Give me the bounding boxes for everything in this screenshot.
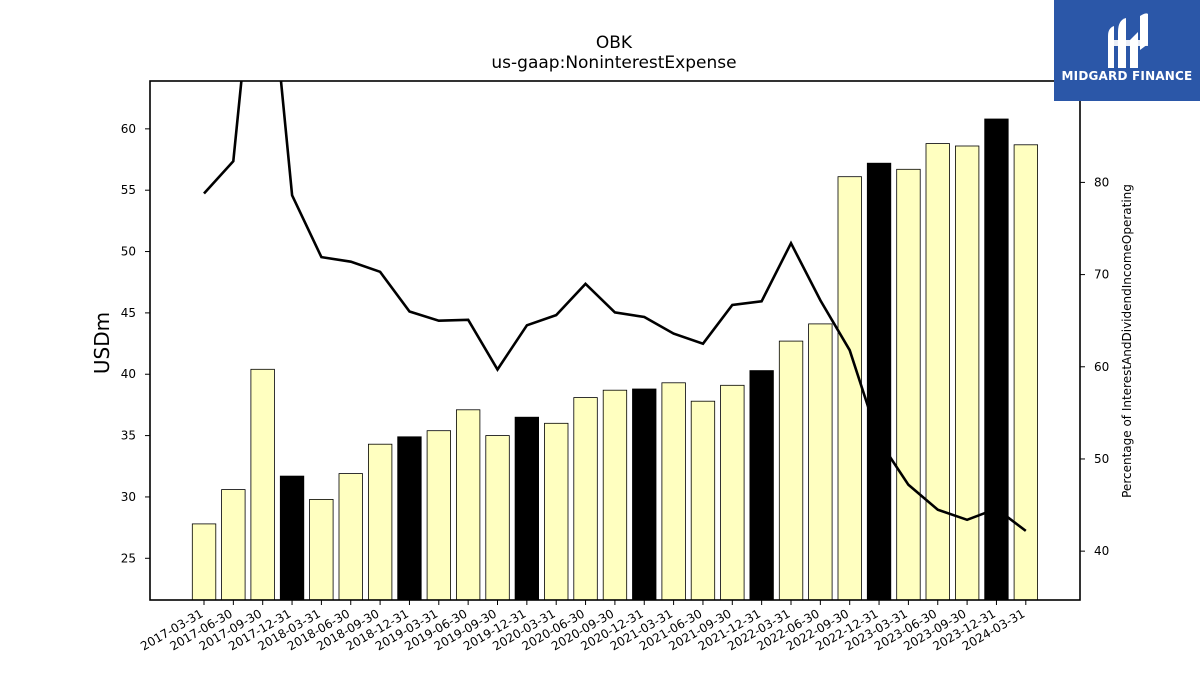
x-axis: 2017-03-312017-06-302017-09-302017-12-31…	[138, 600, 1027, 653]
bar-2024-03-31	[1013, 144, 1038, 601]
y-tick-label: 55	[121, 183, 136, 197]
bar-2017-09-30	[250, 368, 275, 601]
bar-2023-12-31	[984, 118, 1009, 601]
bar-2021-03-31	[661, 382, 686, 601]
y-tick-label: 45	[121, 306, 136, 320]
bar-2022-06-30	[808, 323, 833, 601]
y2-tick-label: 40	[1094, 544, 1109, 558]
y2-axis-label: Percentage of InterestAndDividendIncomeO…	[1120, 184, 1134, 498]
bar-2023-06-30	[925, 143, 950, 601]
bar-2020-06-30	[573, 397, 598, 601]
bar-2019-03-31	[426, 430, 452, 601]
bar-2017-06-30	[221, 489, 246, 601]
bar-2017-12-31	[279, 475, 305, 601]
bar-2018-03-31	[309, 498, 334, 601]
bar-2021-09-30	[720, 384, 745, 601]
y-tick-label: 40	[121, 367, 136, 381]
y-tick-label: 50	[121, 245, 136, 259]
bar-2019-09-30	[485, 435, 510, 601]
line-group	[203, 81, 1027, 532]
y-tick-label: 25	[121, 551, 136, 565]
y-tick-label: 60	[121, 122, 136, 136]
chart-subtitle: us-gaap:NoninterestExpense	[491, 53, 736, 73]
y-axis-label: USDm	[90, 312, 114, 374]
y2-tick-label: 80	[1094, 175, 1109, 189]
bar-2018-06-30	[338, 473, 363, 601]
bar-2018-09-30	[367, 443, 393, 601]
bar-2020-09-30	[602, 389, 628, 601]
y-axis-right: 40 50 60 70 80	[1080, 175, 1109, 558]
y-axis-left: 25 30 35 40 45 50 55 60	[121, 122, 150, 565]
bar-2017-03-31	[191, 523, 217, 601]
bar-2020-12-31	[632, 388, 657, 601]
ratio-line	[203, 81, 1027, 532]
y-tick-label: 35	[121, 429, 136, 443]
brand-logo: MIDGARD FINANCE	[1054, 0, 1200, 101]
bar-2021-06-30	[690, 400, 716, 601]
bar-2022-03-31	[778, 340, 804, 601]
bar-2021-12-31	[749, 370, 774, 601]
brand-name: MIDGARD FINANCE	[1061, 69, 1193, 83]
bar-2023-03-31	[896, 168, 921, 601]
y2-tick-label: 50	[1094, 452, 1109, 466]
bar-2019-06-30	[455, 409, 481, 601]
bar-2023-09-30	[955, 145, 980, 601]
midgard-logo-icon	[1108, 13, 1148, 68]
y2-tick-label: 70	[1094, 268, 1109, 282]
bars-group	[191, 118, 1038, 601]
bar-2022-09-30	[837, 176, 862, 601]
y-tick-label: 30	[121, 490, 136, 504]
plot-frame	[149, 80, 1081, 601]
y2-tick-label: 60	[1094, 360, 1109, 374]
bar-2018-12-31	[397, 436, 422, 601]
bar-2020-03-31	[544, 422, 569, 601]
chart-title: OBK	[596, 33, 633, 53]
bar-2019-12-31	[514, 416, 539, 601]
bar-2022-12-31	[866, 162, 892, 601]
